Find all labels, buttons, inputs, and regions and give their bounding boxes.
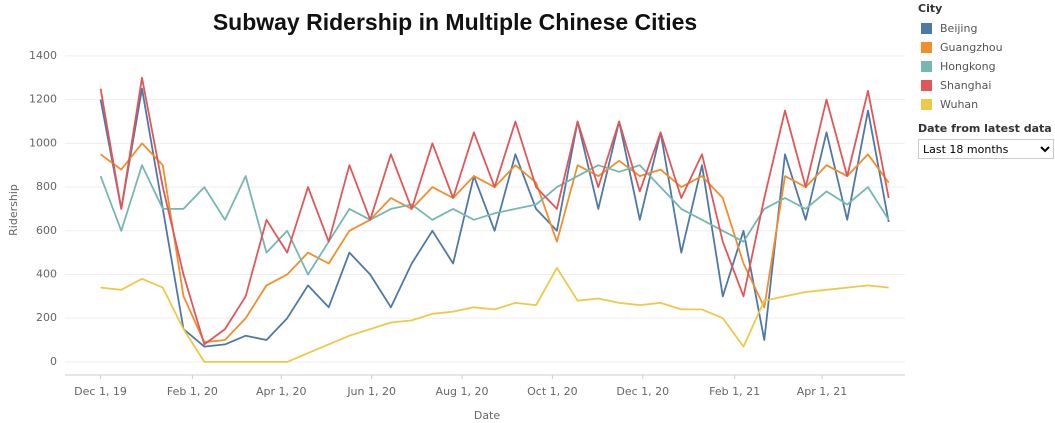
y-tick-label: 1000 bbox=[29, 136, 57, 149]
chart: Subway Ridership in Multiple Chinese Cit… bbox=[7, 9, 905, 422]
series-line bbox=[99, 87, 890, 348]
x-axis-label: Date bbox=[474, 409, 501, 422]
x-tick-label: Jun 1, 20 bbox=[346, 385, 396, 398]
legend-swatch bbox=[921, 42, 932, 53]
legend-label: Hongkong bbox=[940, 60, 996, 73]
legend-items: Beijing Guangzhou Hongkong Shanghai Wuhan bbox=[918, 19, 1055, 114]
x-tick-label: Dec 1, 19 bbox=[74, 385, 127, 398]
x-tick-label: Apr 1, 20 bbox=[256, 385, 307, 398]
filter-select[interactable]: Last 18 months bbox=[918, 139, 1054, 159]
x-tick-label: Apr 1, 21 bbox=[797, 385, 848, 398]
legend-item: Wuhan bbox=[918, 95, 1055, 114]
y-tick-label: 0 bbox=[50, 355, 57, 368]
x-tick-label: Aug 1, 20 bbox=[436, 385, 489, 398]
filter-label: Date from latest data bbox=[918, 122, 1052, 135]
y-tick-label: 800 bbox=[36, 180, 57, 193]
y-tick-label: 400 bbox=[36, 267, 57, 280]
legend: City Beijing Guangzhou Hongkong Shanghai Wuh… bbox=[918, 2, 1055, 159]
series-line bbox=[99, 76, 890, 346]
x-tick-label: Dec 1, 20 bbox=[616, 385, 669, 398]
legend-label: Guangzhou bbox=[940, 41, 1003, 54]
legend-item: Beijing bbox=[918, 19, 1055, 38]
x-tick-label: Feb 1, 21 bbox=[709, 385, 760, 398]
series-line bbox=[99, 164, 890, 276]
y-tick-label: 600 bbox=[36, 224, 57, 237]
y-axis-label: Ridership bbox=[7, 184, 20, 236]
legend-swatch bbox=[921, 99, 932, 110]
legend-swatch bbox=[921, 23, 932, 34]
legend-label: Shanghai bbox=[940, 79, 992, 92]
x-tick-label: Feb 1, 20 bbox=[167, 385, 218, 398]
x-tick-label: Oct 1, 20 bbox=[527, 385, 578, 398]
legend-swatch bbox=[921, 80, 932, 91]
legend-label: Wuhan bbox=[940, 98, 979, 111]
series-line bbox=[100, 267, 889, 363]
y-tick-label: 1400 bbox=[29, 49, 57, 62]
legend-item: Hongkong bbox=[918, 57, 1055, 76]
y-tick-label: 200 bbox=[36, 311, 57, 324]
legend-swatch bbox=[921, 61, 932, 72]
legend-label: Beijing bbox=[940, 22, 978, 35]
legend-item: Guangzhou bbox=[918, 38, 1055, 57]
chart-title: Subway Ridership in Multiple Chinese Cit… bbox=[213, 9, 697, 35]
legend-item: Shanghai bbox=[918, 76, 1055, 95]
legend-title: City bbox=[918, 2, 943, 15]
y-tick-label: 1200 bbox=[29, 93, 57, 106]
